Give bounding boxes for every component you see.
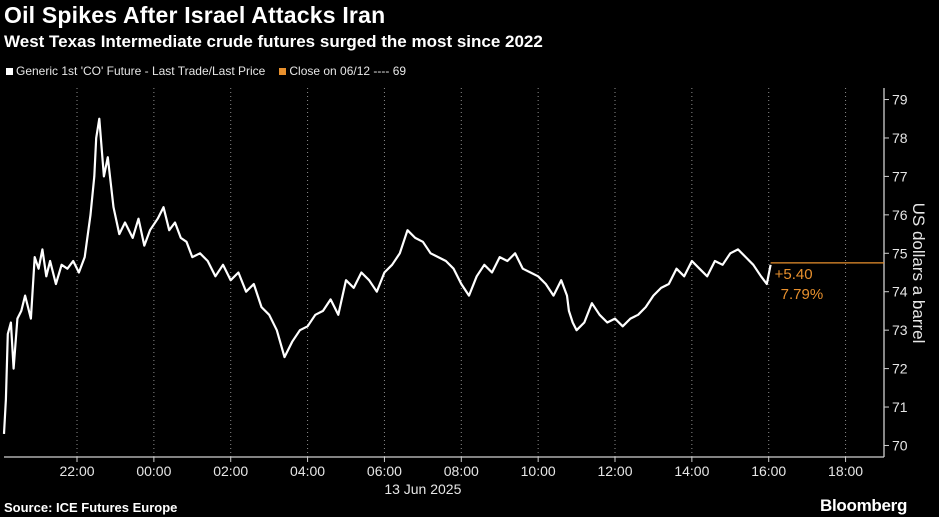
x-tick-label: 16:00 bbox=[751, 463, 786, 479]
y-tick-label: 72 bbox=[892, 361, 908, 377]
y-tick-label: 79 bbox=[892, 92, 908, 108]
y-tick-label: 73 bbox=[892, 322, 908, 338]
chart-title: Oil Spikes After Israel Attacks Iran bbox=[4, 2, 386, 28]
y-tick-label: 78 bbox=[892, 130, 908, 146]
x-tick-label: 08:00 bbox=[444, 463, 479, 479]
vertical-gridlines bbox=[76, 88, 847, 457]
y-tick-label: 71 bbox=[892, 399, 908, 415]
x-tick-label: 14:00 bbox=[674, 463, 709, 479]
y-tick-label: 75 bbox=[892, 245, 908, 261]
chart-legend: Generic 1st 'CO' Future - Last Trade/Las… bbox=[6, 64, 406, 78]
x-tick-label: 22:00 bbox=[59, 463, 94, 479]
series-swatch bbox=[6, 67, 13, 75]
y-ticks: 70 71 72 73 74 75 76 77 78 79 bbox=[884, 92, 908, 453]
y-tick-label: 74 bbox=[892, 284, 908, 300]
x-tick-label: 04:00 bbox=[290, 463, 325, 479]
y-tick-label: 70 bbox=[892, 437, 908, 453]
y-tick-label: 77 bbox=[892, 168, 908, 184]
x-tick-label: 00:00 bbox=[136, 463, 171, 479]
y-tick-label: 76 bbox=[892, 207, 908, 223]
close-swatch bbox=[279, 67, 287, 75]
legend-series-label: Generic 1st 'CO' Future - Last Trade/Las… bbox=[16, 64, 266, 78]
y-axis-label-wrap: US dollars a barrel bbox=[906, 178, 930, 368]
change-percent-label: 7.79% bbox=[781, 286, 824, 303]
x-axis-date-label: 13 Jun 2025 bbox=[384, 481, 461, 497]
y-axis-label: US dollars a barrel bbox=[909, 202, 928, 344]
brand-logo: Bloomberg bbox=[820, 496, 908, 515]
change-absolute-label: +5.40 bbox=[775, 266, 813, 283]
chart-subtitle: West Texas Intermediate crude futures su… bbox=[4, 32, 543, 51]
legend-close-label: Close on 06/12 ---- 69 bbox=[289, 64, 407, 78]
x-tick-label: 12:00 bbox=[597, 463, 632, 479]
x-tick-label: 02:00 bbox=[213, 463, 248, 479]
price-series-line bbox=[2, 117, 772, 434]
source-note: Source: ICE Futures Europe bbox=[4, 500, 178, 515]
x-tick-label: 18:00 bbox=[828, 463, 863, 479]
x-ticks: 22:00 00:00 02:00 04:00 06:00 08:00 10:00 12:00… bbox=[59, 457, 863, 479]
x-tick-label: 10:00 bbox=[521, 463, 556, 479]
x-tick-label: 06:00 bbox=[367, 463, 402, 479]
